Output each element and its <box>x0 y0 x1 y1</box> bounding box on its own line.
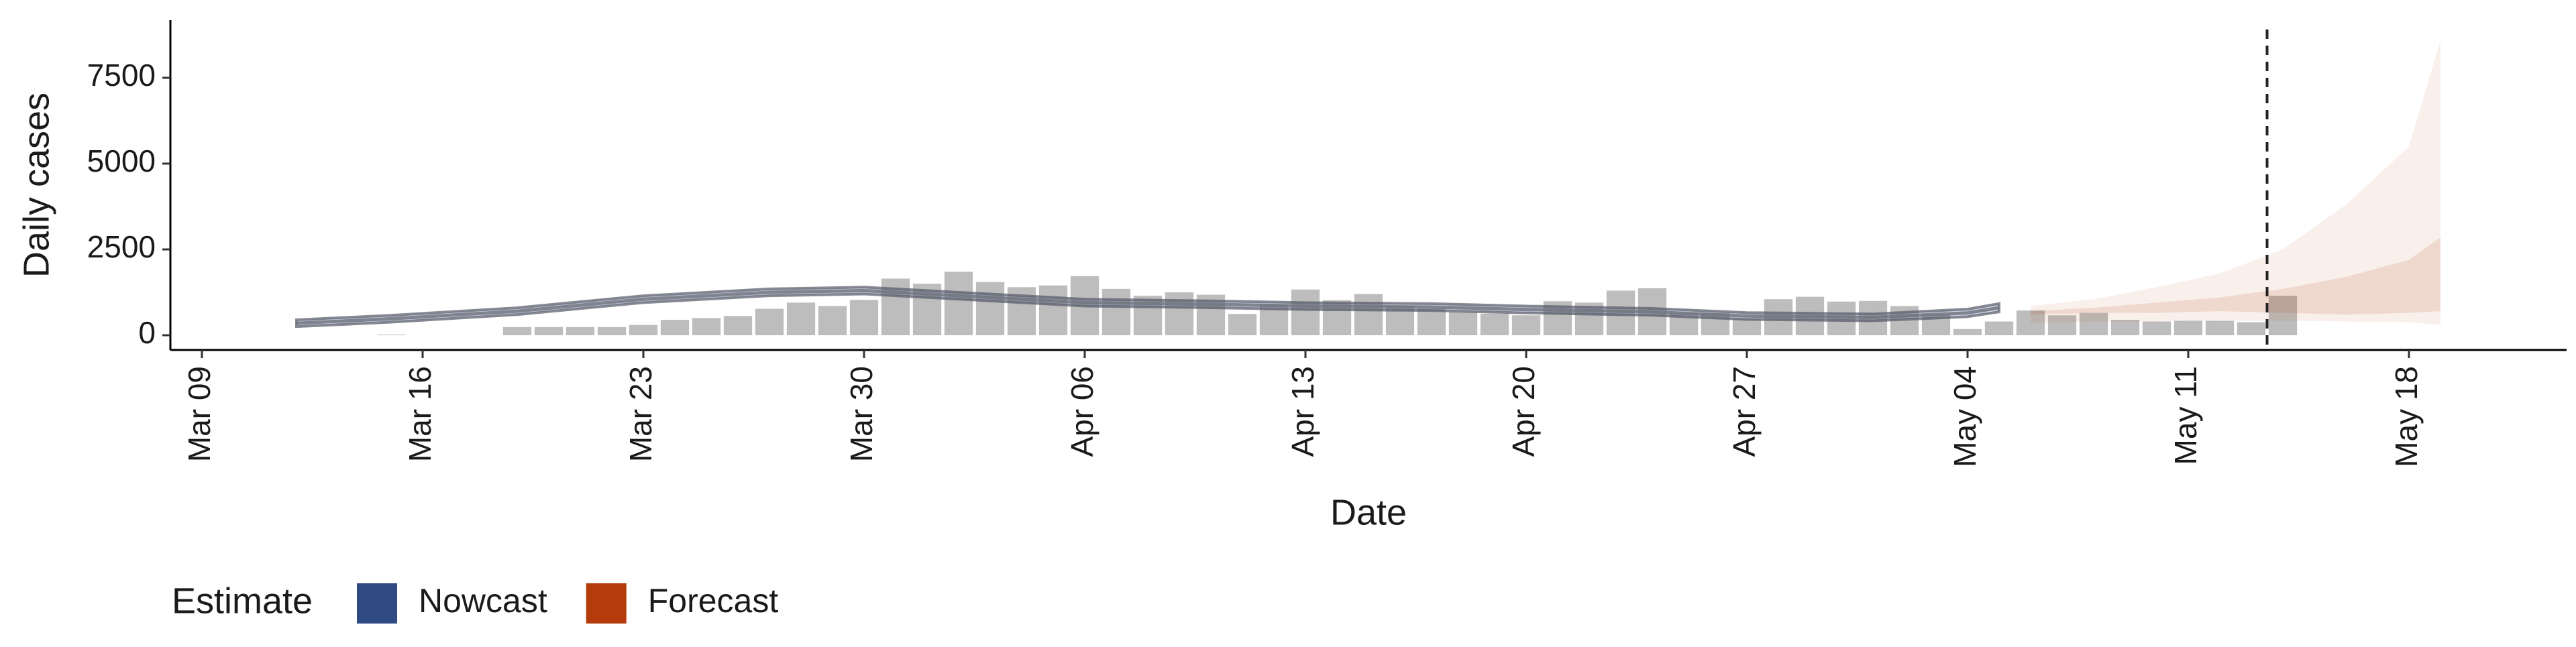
bar <box>1165 292 1194 335</box>
legend-title: Estimate <box>172 581 313 621</box>
bar <box>2174 320 2203 335</box>
x-tick-label: Mar 30 <box>844 366 879 462</box>
x-tick-label: Apr 20 <box>1506 366 1541 457</box>
x-tick-label: May 11 <box>2168 366 2203 465</box>
bar <box>2205 320 2235 335</box>
x-tick-label: Mar 23 <box>623 366 658 462</box>
bar <box>849 300 879 335</box>
bar <box>786 302 816 335</box>
forecast-band-outer <box>2031 40 2440 325</box>
bar <box>660 319 690 335</box>
legend-swatch <box>357 583 397 624</box>
bar <box>1732 318 1762 335</box>
bar <box>1984 321 2014 335</box>
y-tick-label: 0 <box>138 315 156 350</box>
bar <box>502 327 532 335</box>
y-tick-label: 2500 <box>87 229 156 264</box>
x-tick-label: May 18 <box>2389 366 2424 467</box>
y-tick-label: 5000 <box>87 143 156 178</box>
bar <box>2142 321 2171 335</box>
y-tick-label: 7500 <box>87 58 156 93</box>
bar <box>944 272 973 335</box>
bar <box>975 282 1005 335</box>
bar <box>1228 314 1257 335</box>
bar <box>1511 315 1541 335</box>
bar <box>629 325 658 335</box>
x-tick-label: Apr 13 <box>1285 366 1320 457</box>
bar <box>1953 329 1982 335</box>
bar <box>2268 296 2298 335</box>
bar <box>1291 289 1320 335</box>
bar <box>566 327 595 335</box>
bar <box>1480 313 1509 335</box>
bar <box>2016 310 2045 335</box>
bar <box>2079 312 2108 335</box>
forecast-band-inner <box>2031 237 2440 315</box>
legend-label: Forecast <box>648 582 779 620</box>
nowcast-band <box>295 286 2000 329</box>
bar <box>1448 312 1478 335</box>
y-axis-title: Daily cases <box>16 93 56 278</box>
x-tick-label: Mar 09 <box>182 366 217 462</box>
bar <box>597 327 627 335</box>
bar <box>723 316 753 335</box>
bar <box>1102 288 1131 335</box>
bar <box>534 327 564 335</box>
bar <box>1038 285 1068 335</box>
bar <box>1417 308 1446 335</box>
bar <box>692 318 721 335</box>
bar <box>2047 315 2077 335</box>
x-tick-label: Apr 27 <box>1727 366 1762 457</box>
bar <box>1354 294 1383 335</box>
legend-swatch <box>586 583 627 624</box>
nowcast-line <box>296 288 2000 325</box>
x-axis-title: Date <box>1330 492 1407 532</box>
bar <box>2110 319 2140 335</box>
bar <box>755 308 784 335</box>
bar <box>818 306 847 335</box>
bar <box>2237 322 2266 335</box>
x-tick-label: May 04 <box>1947 366 1982 467</box>
x-tick-label: Mar 16 <box>402 366 437 462</box>
x-tick-label: Apr 06 <box>1065 366 1099 457</box>
legend-label: Nowcast <box>419 582 547 620</box>
